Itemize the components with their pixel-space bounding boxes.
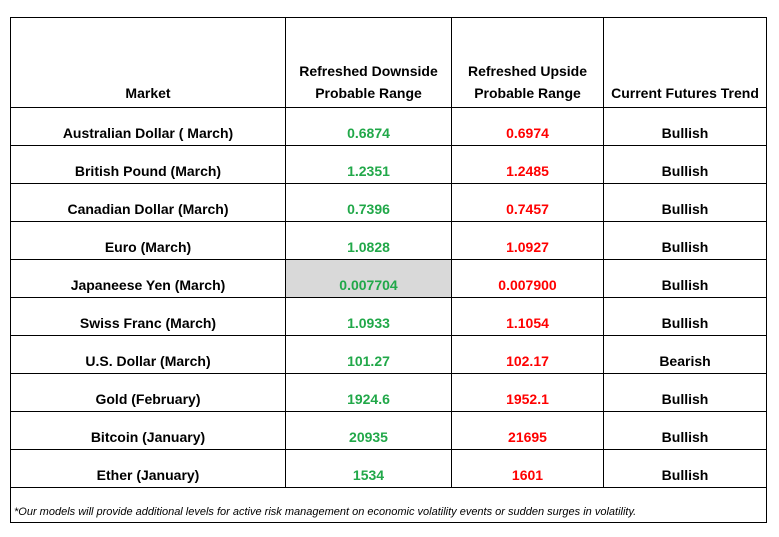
table-row: British Pound (March) 1.2351 1.2485 Bullish: [10, 145, 767, 184]
footnote: *Our models will provide additional leve…: [10, 487, 767, 523]
downside-cell: 1.0933: [285, 297, 452, 336]
probable-range-table-container: Market Refreshed Downside Probable Range…: [10, 17, 767, 526]
trend-cell: Bearish: [603, 335, 767, 374]
table-row: Canadian Dollar (March) 0.7396 0.7457 Bulli…: [10, 183, 767, 222]
market-cell: Australian Dollar ( March): [10, 107, 286, 146]
downside-cell: 20935: [285, 411, 452, 450]
upside-cell: 1.2485: [451, 145, 604, 184]
trend-cell: Bullish: [603, 411, 767, 450]
table-body: Market Refreshed Downside Probable Range…: [10, 17, 767, 523]
market-cell: Japaneese Yen (March): [10, 259, 286, 298]
trend-cell: Bullish: [603, 145, 767, 184]
downside-cell: 1924.6: [285, 373, 452, 412]
header-downside: Refreshed Downside Probable Range: [285, 17, 452, 108]
upside-cell: 102.17: [451, 335, 604, 374]
table-row: Euro (March) 1.0828 1.0927 Bullish: [10, 221, 767, 260]
table-row: Japaneese Yen (March) 0.007704 0.007900 Bul…: [10, 259, 767, 298]
trend-cell: Bullish: [603, 107, 767, 146]
upside-cell: 1.0927: [451, 221, 604, 260]
header-row: Market Refreshed Downside Probable Range…: [10, 17, 767, 108]
market-cell: Swiss Franc (March): [10, 297, 286, 336]
market-cell: Bitcoin (January): [10, 411, 286, 450]
upside-cell: 0.7457: [451, 183, 604, 222]
downside-cell: 0.7396: [285, 183, 452, 222]
market-cell: Canadian Dollar (March): [10, 183, 286, 222]
downside-cell: 101.27: [285, 335, 452, 374]
upside-cell: 1601: [451, 449, 604, 488]
probable-range-table: Market Refreshed Downside Probable Range…: [10, 17, 767, 523]
downside-cell: 1534: [285, 449, 452, 488]
footnote-row: *Our models will provide additional leve…: [10, 487, 767, 523]
header-upside: Refreshed Upside Probable Range: [451, 17, 604, 108]
market-cell: U.S. Dollar (March): [10, 335, 286, 374]
downside-cell: 1.2351: [285, 145, 452, 184]
trend-cell: Bullish: [603, 449, 767, 488]
table-row: Swiss Franc (March) 1.0933 1.1054 Bullish: [10, 297, 767, 336]
table-row: U.S. Dollar (March) 101.27 102.17 Bearish: [10, 335, 767, 374]
upside-cell: 1952.1: [451, 373, 604, 412]
header-downside-line2: Probable Range: [315, 85, 422, 101]
table-row: Ether (January) 1534 1601 Bullish: [10, 449, 767, 488]
trend-cell: Bullish: [603, 183, 767, 222]
market-cell: British Pound (March): [10, 145, 286, 184]
downside-cell: 0.6874: [285, 107, 452, 146]
market-cell: Ether (January): [10, 449, 286, 488]
table-row: Gold (February) 1924.6 1952.1 Bullish: [10, 373, 767, 412]
trend-cell: Bullish: [603, 221, 767, 260]
upside-cell: 0.6974: [451, 107, 604, 146]
header-trend: Current Futures Trend: [603, 17, 767, 108]
table-row: Bitcoin (January) 20935 21695 Bullish: [10, 411, 767, 450]
trend-cell: Bullish: [603, 259, 767, 298]
market-cell: Gold (February): [10, 373, 286, 412]
header-upside-line1: Refreshed Upside: [467, 63, 588, 79]
downside-cell: 0.007704: [285, 259, 452, 298]
header-upside-line2: Probable Range: [474, 85, 581, 101]
header-market: Market: [10, 17, 286, 108]
downside-cell: 1.0828: [285, 221, 452, 260]
trend-cell: Bullish: [603, 373, 767, 412]
upside-cell: 21695: [451, 411, 604, 450]
header-downside-line1: Refreshed Downside: [299, 63, 438, 79]
upside-cell: 1.1054: [451, 297, 604, 336]
table-row: Australian Dollar ( March) 0.6874 0.6974 Bu…: [10, 107, 767, 146]
market-cell: Euro (March): [10, 221, 286, 260]
upside-cell: 0.007900: [451, 259, 604, 298]
trend-cell: Bullish: [603, 297, 767, 336]
